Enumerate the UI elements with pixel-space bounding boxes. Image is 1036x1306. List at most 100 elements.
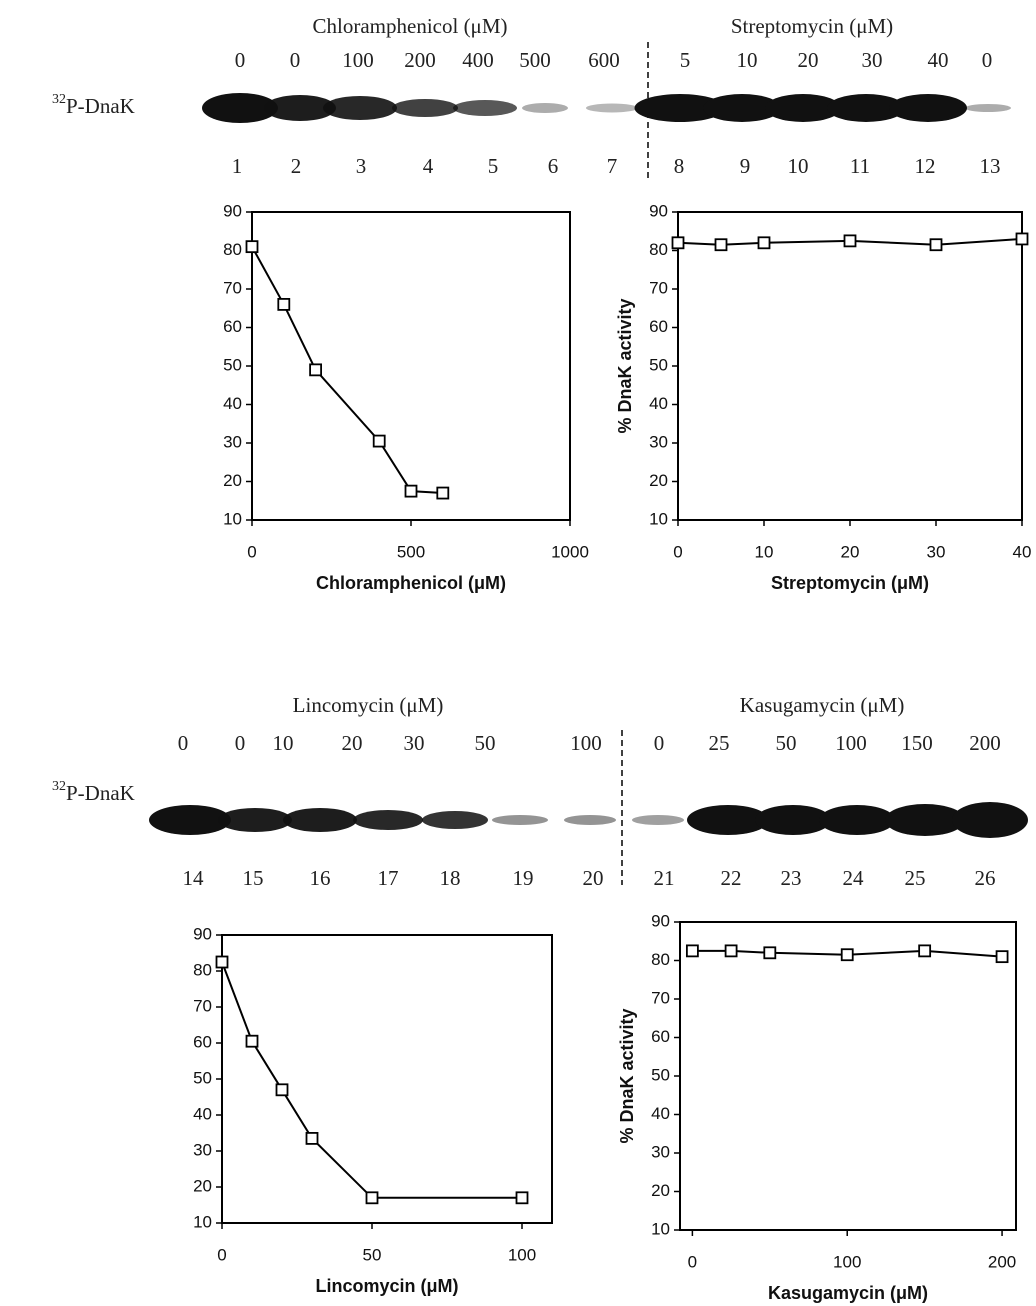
y-tick-label: 60 — [651, 1027, 670, 1046]
data-point — [716, 239, 727, 250]
y-tick-label: 70 — [223, 278, 242, 297]
gel-title: Streptomycin (μM) — [731, 14, 893, 38]
y-tick-label: 20 — [223, 471, 242, 490]
y-tick-label: 40 — [223, 394, 242, 413]
y-tick-label: 20 — [649, 471, 668, 490]
y-tick-label: 90 — [193, 924, 212, 943]
lane-number: 11 — [850, 154, 870, 178]
y-tick-label: 10 — [193, 1212, 212, 1231]
y-axis-label: % DnaK activity — [615, 298, 635, 433]
lane-concentration: 0 — [654, 731, 665, 755]
data-point — [764, 947, 775, 958]
data-point — [726, 945, 737, 956]
y-tick-label: 40 — [193, 1104, 212, 1123]
data-point — [406, 486, 417, 497]
y-tick-label: 10 — [651, 1219, 670, 1238]
x-axis-label: Chloramphenicol (μM) — [316, 573, 506, 593]
lane-concentration: 40 — [928, 48, 949, 72]
gel-label-superscript: 32 — [52, 92, 66, 107]
gel-band — [283, 808, 357, 832]
lane-concentration: 200 — [969, 731, 1001, 755]
lane-concentration: 25 — [709, 731, 730, 755]
y-tick-label: 70 — [193, 996, 212, 1015]
x-tick-label: 100 — [508, 1245, 536, 1264]
lane-concentration: 0 — [235, 48, 246, 72]
gel-band — [586, 104, 638, 113]
y-tick-label: 90 — [649, 201, 668, 220]
gel-label-superscript: 32 — [52, 779, 66, 794]
lane-concentration: 50 — [776, 731, 797, 755]
gel-title: Lincomycin (μM) — [293, 693, 444, 717]
data-point — [247, 241, 258, 252]
gel-label: 32P-DnaK — [52, 92, 135, 118]
lane-number: 13 — [980, 154, 1001, 178]
lane-number: 3 — [356, 154, 367, 178]
gel-band — [952, 802, 1028, 838]
y-tick-label: 20 — [193, 1176, 212, 1195]
x-tick-label: 20 — [841, 542, 860, 561]
plot-area — [222, 935, 552, 1223]
y-tick-label: 30 — [223, 432, 242, 451]
y-tick-label: 10 — [649, 509, 668, 528]
data-point — [367, 1192, 378, 1203]
y-tick-label: 60 — [649, 317, 668, 336]
y-tick-label: 70 — [651, 988, 670, 1007]
x-tick-label: 50 — [363, 1245, 382, 1264]
x-axis-label: Lincomycin (μM) — [315, 1276, 458, 1296]
lane-number: 9 — [740, 154, 751, 178]
data-point — [1017, 233, 1028, 244]
figure: 32P-DnaKChloramphenicol (μM)001002004005… — [0, 0, 1036, 1306]
lane-concentration: 10 — [273, 731, 294, 755]
y-tick-label: 50 — [649, 355, 668, 374]
x-tick-label: 1000 — [551, 542, 589, 561]
lane-concentration: 5 — [680, 48, 691, 72]
gel-title: Kasugamycin (μM) — [740, 693, 905, 717]
lane-concentration: 0 — [235, 731, 246, 755]
data-point — [517, 1192, 528, 1203]
lane-concentration: 10 — [737, 48, 758, 72]
data-point — [307, 1133, 318, 1144]
lane-concentration: 500 — [519, 48, 551, 72]
lane-number: 8 — [674, 154, 685, 178]
y-tick-label: 80 — [649, 240, 668, 259]
y-tick-label: 30 — [651, 1142, 670, 1161]
y-tick-label: 40 — [649, 394, 668, 413]
lane-concentration: 0 — [982, 48, 993, 72]
y-tick-label: 80 — [223, 240, 242, 259]
lane-number: 16 — [310, 866, 331, 890]
data-point — [277, 1084, 288, 1095]
lane-number: 10 — [788, 154, 809, 178]
gel-band — [965, 104, 1011, 112]
lane-concentration: 600 — [588, 48, 620, 72]
gel-band — [492, 815, 548, 825]
data-point — [997, 951, 1008, 962]
y-tick-label: 30 — [649, 432, 668, 451]
lane-number: 6 — [548, 154, 559, 178]
y-tick-label: 80 — [651, 950, 670, 969]
lane-number: 20 — [583, 866, 604, 890]
y-tick-label: 20 — [651, 1181, 670, 1200]
lane-number: 2 — [291, 154, 302, 178]
gel-band — [323, 96, 397, 120]
gel-band — [422, 811, 488, 829]
lane-number: 18 — [440, 866, 461, 890]
lane-concentration: 0 — [178, 731, 189, 755]
lane-concentration: 0 — [290, 48, 301, 72]
x-tick-label: 0 — [247, 542, 256, 561]
data-point — [374, 436, 385, 447]
x-tick-label: 30 — [927, 542, 946, 561]
gel-band — [632, 815, 684, 825]
data-line — [252, 247, 443, 493]
plot-area — [678, 212, 1022, 520]
x-tick-label: 100 — [833, 1252, 861, 1271]
gel-label-text: P-DnaK — [66, 781, 135, 805]
lane-concentration: 30 — [862, 48, 883, 72]
y-tick-label: 60 — [193, 1032, 212, 1051]
lane-concentration: 100 — [342, 48, 374, 72]
y-tick-label: 70 — [649, 278, 668, 297]
gel-title: Chloramphenicol (μM) — [313, 14, 508, 38]
lane-concentration: 400 — [462, 48, 494, 72]
data-point — [842, 949, 853, 960]
x-tick-label: 40 — [1013, 542, 1032, 561]
gel-band — [453, 100, 517, 116]
